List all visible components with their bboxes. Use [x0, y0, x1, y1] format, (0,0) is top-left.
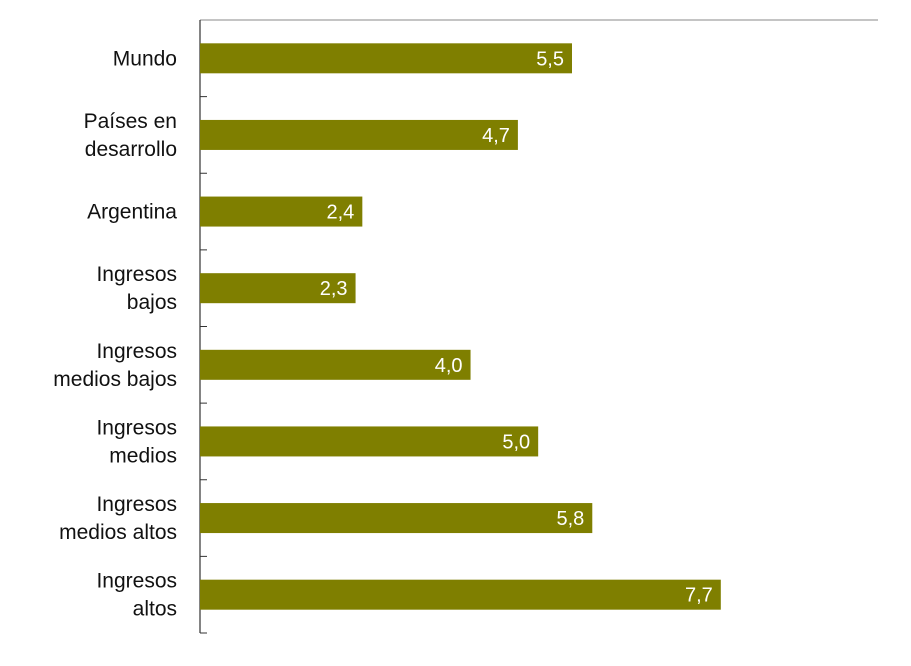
- data-label: 5,5: [536, 48, 564, 70]
- bar: [200, 196, 363, 227]
- bar: [200, 503, 593, 534]
- category-label: Ingresos: [96, 340, 177, 363]
- data-label: 2,3: [320, 278, 348, 300]
- bar: [200, 43, 572, 74]
- category-label: bajos: [127, 291, 177, 314]
- data-label: 4,0: [435, 355, 463, 377]
- category-label: medios: [109, 444, 177, 467]
- category-label: Argentina: [87, 201, 177, 224]
- category-label: medios bajos: [53, 368, 177, 391]
- category-label: Ingresos: [96, 416, 177, 439]
- data-label: 5,0: [502, 431, 530, 453]
- bar: [200, 579, 721, 610]
- bar: [200, 273, 356, 304]
- bar: [200, 119, 518, 150]
- category-label: Ingresos: [96, 493, 177, 516]
- bar: [200, 349, 471, 380]
- category-label: altos: [133, 598, 177, 621]
- category-label: desarrollo: [85, 138, 177, 161]
- category-label: Mundo: [113, 47, 177, 70]
- category-label: Países en: [84, 110, 177, 133]
- category-label: medios altos: [59, 521, 177, 544]
- data-label: 5,8: [556, 508, 584, 530]
- category-label: Ingresos: [96, 570, 177, 593]
- data-label: 2,4: [327, 202, 355, 224]
- category-label: Ingresos: [96, 263, 177, 286]
- bar: [200, 426, 539, 457]
- data-label: 4,7: [482, 125, 510, 147]
- data-label: 7,7: [685, 585, 713, 607]
